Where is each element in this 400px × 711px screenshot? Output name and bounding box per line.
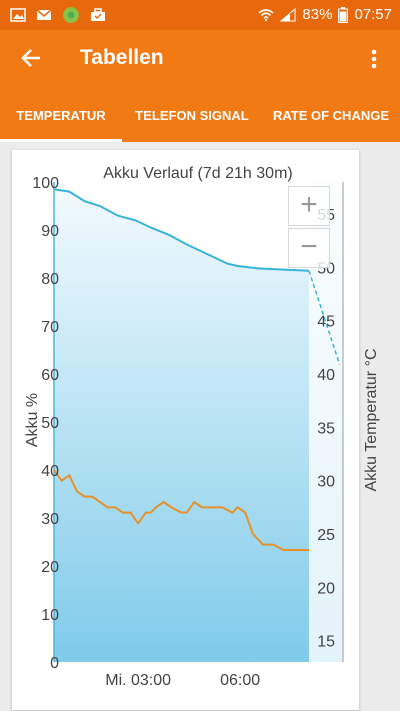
y2-axis-title: Akku Temperatur °C: [363, 348, 380, 491]
battery-chart[interactable]: 0102030405060708090100152025303540455055…: [12, 150, 359, 710]
y2-tick-label: 20: [317, 580, 335, 597]
page-title: Tabellen: [80, 46, 164, 69]
signal-icon: [280, 7, 296, 21]
y-tick-label: 100: [32, 175, 59, 192]
y-axis-label: Akku %: [24, 393, 41, 447]
y2-axis-label: Akku Temperatur °C: [363, 348, 380, 491]
tab-telefon-signal[interactable]: TELEFON SIGNAL: [135, 108, 249, 123]
battery-icon: [338, 6, 349, 23]
image-icon: [10, 8, 26, 22]
y2-tick-label: 45: [317, 314, 335, 331]
battery-percent: 83%: [302, 6, 333, 23]
status-bar: 83% 07:57: [0, 0, 400, 30]
y-tick-label: 50: [41, 415, 59, 432]
y-tick-label: 90: [41, 223, 59, 240]
wifi-icon: [258, 8, 274, 21]
tab-temperatur[interactable]: TEMPERATUR: [16, 108, 106, 123]
y-tick-label: 20: [41, 559, 59, 576]
battery-area: [54, 189, 309, 662]
tab-rate-of-change[interactable]: RATE OF CHANGE: [272, 108, 390, 123]
android-icon: [63, 7, 79, 23]
clock: 07:57: [354, 6, 392, 23]
y-tick-label: 40: [41, 463, 59, 480]
y-tick-label: 80: [41, 271, 59, 288]
y-tick-label: 0: [50, 655, 59, 672]
y2-tick-label: 40: [317, 367, 335, 384]
tab-bar: TEMPERATUR TELEFON SIGNAL RATE OF CHANGE: [0, 90, 400, 142]
x-tick-label: 06:00: [220, 672, 260, 689]
y-tick-label: 70: [41, 319, 59, 336]
chart-title: Akku Verlauf (7d 21h 30m): [103, 165, 292, 182]
y2-tick-label: 30: [317, 474, 335, 491]
y2-tick-label: 15: [317, 634, 335, 651]
mail-icon: [36, 9, 52, 20]
y2-tick-label: 35: [317, 420, 335, 437]
x-tick-label: Mi. 03:00: [105, 672, 171, 689]
tab-indicator: [0, 139, 122, 142]
chart-card: 0102030405060708090100152025303540455055…: [12, 150, 359, 710]
series-akku-projection: [308, 270, 341, 365]
zoom-in-button[interactable]: +: [288, 186, 330, 226]
more-vertical-icon[interactable]: [362, 44, 386, 74]
y-tick-label: 30: [41, 511, 59, 528]
y2-tick-label: 25: [317, 527, 335, 544]
arrow-left-icon[interactable]: [18, 44, 46, 72]
briefcase-icon: [91, 8, 105, 21]
zoom-out-button[interactable]: −: [288, 228, 330, 268]
app-bar: Tabellen: [0, 30, 400, 90]
series-akku-line: [53, 188, 310, 272]
y-tick-label: 10: [41, 607, 59, 624]
series-temperatur-line: [53, 469, 309, 551]
y-tick-label: 60: [41, 367, 59, 384]
